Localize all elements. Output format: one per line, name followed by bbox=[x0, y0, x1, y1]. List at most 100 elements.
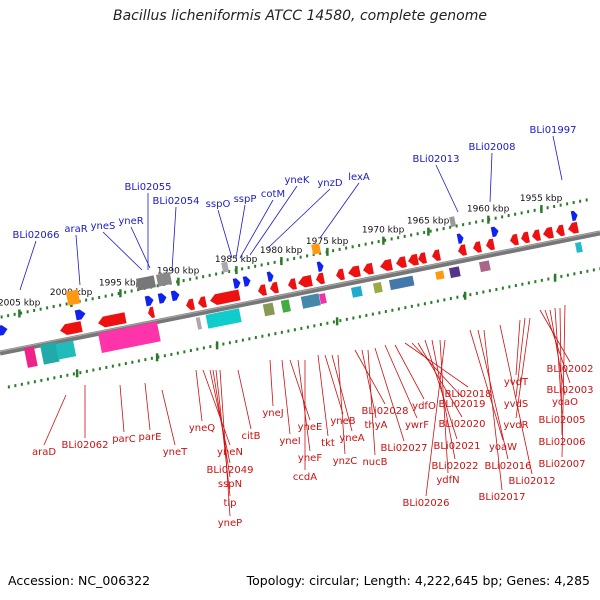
reverse-leader-line bbox=[424, 339, 458, 440]
track-dot bbox=[293, 328, 296, 332]
reverse-gene-arrow bbox=[186, 298, 195, 311]
track-dot bbox=[79, 371, 82, 375]
forward-leader-line bbox=[489, 152, 493, 203]
track-dot bbox=[111, 364, 114, 368]
gene-feature-block bbox=[435, 270, 445, 280]
gene-arrow-shape bbox=[232, 278, 241, 289]
forward-leader-line bbox=[217, 209, 233, 259]
reverse-leader-line bbox=[331, 354, 353, 432]
reverse-gene-label: ccdA bbox=[293, 472, 317, 483]
inner-major-tick bbox=[155, 353, 159, 362]
track-dot bbox=[33, 308, 36, 312]
track-dot bbox=[391, 308, 394, 312]
track-dot bbox=[494, 216, 497, 220]
track-dot bbox=[384, 238, 387, 242]
forward-leader-line bbox=[102, 231, 143, 271]
track-dot bbox=[137, 288, 140, 292]
reverse-gene-label: tlp bbox=[223, 498, 236, 509]
track-dot bbox=[235, 339, 238, 343]
reverse-gene-arrow bbox=[532, 229, 541, 241]
track-dot bbox=[338, 247, 341, 251]
reverse-leader-line bbox=[559, 307, 563, 436]
feature-block-shape bbox=[311, 243, 321, 255]
reverse-gene-label: yneN bbox=[217, 447, 243, 458]
reverse-gene-arrow bbox=[210, 289, 241, 306]
reverse-leader-line bbox=[439, 339, 449, 474]
forward-leader-line bbox=[319, 182, 360, 239]
track-dot bbox=[131, 360, 134, 364]
gene-arrow-shape bbox=[490, 226, 499, 238]
track-dot bbox=[221, 271, 224, 275]
track-dot bbox=[293, 256, 296, 260]
track-dot bbox=[118, 363, 121, 367]
track-dot bbox=[300, 326, 303, 330]
gene-feature-block bbox=[55, 340, 77, 360]
gene-arrow-shape bbox=[348, 265, 361, 278]
reverse-leader-line bbox=[195, 369, 203, 422]
track-dot bbox=[585, 198, 588, 202]
reverse-gene-arrow bbox=[363, 262, 374, 275]
reverse-gene-label: yneQ bbox=[189, 423, 215, 434]
track-dot bbox=[371, 312, 374, 316]
track-dot bbox=[358, 315, 361, 319]
track-dot bbox=[332, 249, 335, 253]
forward-leader-line bbox=[239, 199, 274, 259]
reverse-gene-label: BLi02062 bbox=[61, 440, 108, 451]
reverse-gene-label: yvdR bbox=[503, 420, 528, 431]
reverse-gene-arrow bbox=[298, 275, 313, 288]
track-dot bbox=[261, 334, 264, 338]
reverse-gene-label: yneJ bbox=[262, 408, 283, 419]
forward-leader-line bbox=[75, 234, 81, 286]
track-dot bbox=[156, 284, 159, 288]
reverse-gene-label: BLi02007 bbox=[538, 459, 585, 470]
track-dot bbox=[7, 314, 10, 318]
forward-gene-arrow bbox=[157, 293, 167, 304]
reverse-leader-line bbox=[515, 317, 531, 419]
track-dot bbox=[468, 221, 471, 225]
kbp-major-tick bbox=[280, 257, 283, 266]
feature-block-shape bbox=[97, 321, 161, 354]
reverse-leader-line bbox=[237, 369, 252, 430]
forward-leader-line bbox=[552, 135, 563, 181]
gene-arrow-shape bbox=[486, 238, 495, 251]
track-dot bbox=[547, 277, 550, 281]
reverse-gene-arrow bbox=[432, 249, 441, 261]
track-dot bbox=[183, 350, 186, 354]
track-dot bbox=[241, 267, 244, 271]
kbp-major-tick bbox=[427, 227, 430, 236]
reverse-gene-arrow bbox=[543, 226, 554, 239]
gene-arrow-shape bbox=[568, 221, 579, 234]
track-dot bbox=[566, 273, 569, 277]
gene-arrow-shape bbox=[458, 244, 467, 256]
track-dot bbox=[416, 232, 419, 236]
track-dot bbox=[351, 245, 354, 249]
track-dot bbox=[390, 237, 393, 241]
track-dot bbox=[521, 282, 524, 286]
track-dot bbox=[377, 240, 380, 244]
track-dot bbox=[501, 215, 504, 219]
track-dot bbox=[443, 298, 446, 302]
gene-arrow-shape bbox=[98, 312, 127, 328]
reverse-gene-label: BLi02022 bbox=[431, 461, 478, 472]
track-dot bbox=[248, 337, 251, 341]
forward-labels: BLi01997 BLi02008 BLi02013 lexA ynzD yneKcotM… bbox=[12, 125, 577, 291]
gene-arrow-shape bbox=[432, 249, 441, 261]
forward-gene-arrow bbox=[170, 290, 180, 302]
forward-gene-label: sspO bbox=[206, 199, 231, 210]
gene-arrow-shape bbox=[74, 309, 86, 321]
reverse-leader-line bbox=[515, 317, 526, 398]
gene-arrow-shape bbox=[418, 252, 427, 264]
feature-block-shape bbox=[135, 275, 156, 291]
track-dot bbox=[475, 220, 478, 224]
track-dot bbox=[274, 332, 277, 336]
feature-block-shape bbox=[574, 241, 583, 253]
reverse-leader-line bbox=[411, 342, 463, 398]
track-dot bbox=[182, 279, 185, 283]
gene-feature-block bbox=[388, 275, 415, 291]
track-dot bbox=[72, 372, 75, 376]
kbp-label: 1980 kbp bbox=[260, 246, 303, 256]
track-dot bbox=[267, 262, 270, 266]
gene-feature-block-outer bbox=[65, 289, 81, 306]
track-dot bbox=[91, 297, 94, 301]
